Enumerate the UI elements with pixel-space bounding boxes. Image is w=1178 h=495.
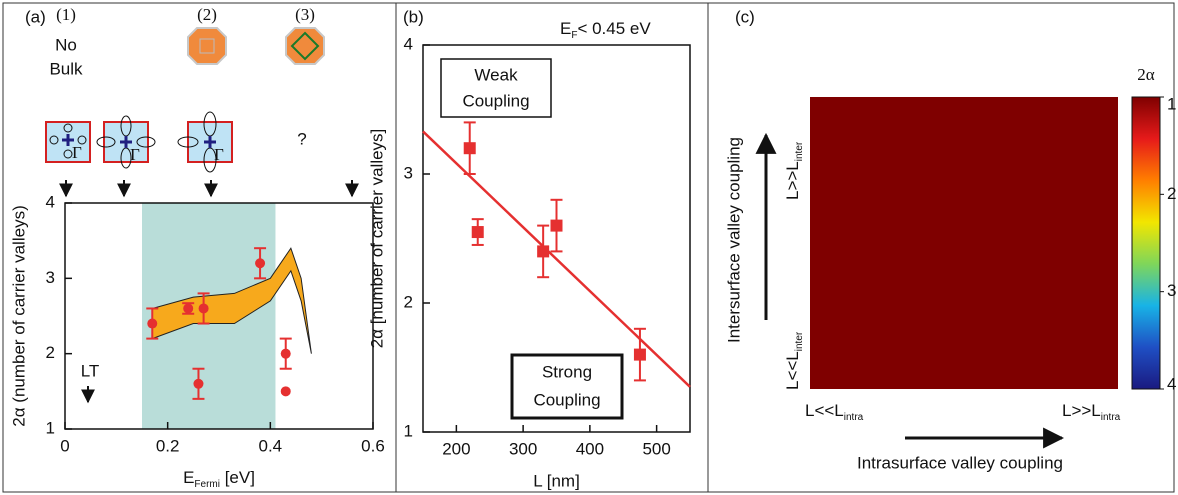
box-text: Coupling (533, 390, 600, 409)
gamma-label: Γ (130, 145, 140, 164)
point (183, 303, 194, 314)
y-axis-label: 2α [number of carrier valleys] (367, 129, 386, 349)
chart-title-part: F (571, 30, 577, 41)
column-label: (2) (197, 5, 217, 24)
text-box (510, 353, 624, 420)
point (280, 348, 291, 359)
point (280, 386, 291, 397)
x-tick-label: 0.2 (156, 436, 180, 455)
fit-line (422, 130, 691, 388)
colorbar-tick-label: 4 (1167, 374, 1176, 393)
colorbar (1131, 96, 1161, 390)
y-edge-label: L>>Linter (783, 141, 804, 200)
point (463, 142, 476, 155)
panel-label: (a) (25, 7, 46, 26)
x-edge-label: L>>Lintra (1062, 401, 1121, 422)
x-tick-label: 300 (509, 439, 537, 458)
x-tick-label: 500 (642, 439, 670, 458)
chart-title-part: < 0.45 eV (577, 19, 651, 38)
x-edge-label-part: L<<L (805, 401, 844, 420)
annotation: Bulk (49, 59, 83, 78)
x-edge-label-part: intra (844, 412, 864, 423)
point (198, 303, 209, 314)
y-edge-label-part: L<<L (783, 351, 802, 390)
point (633, 348, 646, 361)
point (193, 378, 204, 389)
heatmap (810, 97, 1118, 389)
chart-title: EF< 0.45 eV (560, 19, 651, 40)
point (255, 258, 266, 269)
gamma-label: Γ (214, 145, 224, 164)
point (550, 219, 563, 232)
y-axis-label: 2α (number of carrier valleys) (9, 205, 28, 426)
annotation: No (55, 35, 77, 54)
x-edge-label-part: intra (1101, 412, 1121, 423)
column-label: (1) (56, 5, 76, 24)
annotation: ? (297, 129, 306, 148)
box-text: Weak (474, 65, 518, 84)
box-text: Strong (542, 362, 592, 381)
annotation: LT (81, 361, 100, 380)
schematic (45, 27, 359, 404)
y-axis-label: Intersurface valley coupling (724, 137, 743, 343)
x-axis-label-part: [eV] (220, 468, 255, 487)
box-text: Coupling (462, 91, 529, 110)
x-axis-label: Intrasurface valley coupling (857, 453, 1063, 472)
y-tick-label: 2 (404, 292, 413, 311)
colorbar-tick-label: 3 (1167, 281, 1176, 300)
column-label: (3) (295, 5, 315, 24)
x-edge-label-part: L>>L (1062, 401, 1101, 420)
x-tick-label: 0.4 (259, 436, 283, 455)
plot-frame (422, 44, 691, 433)
x-tick-label: 400 (576, 439, 604, 458)
text-box (440, 58, 552, 118)
panel-label: (c) (735, 7, 755, 26)
x-axis-label-part: Fermi (194, 479, 220, 490)
y-tick-label: 1 (46, 418, 55, 437)
y-tick-label: 2 (46, 343, 55, 362)
colorbar-tick-label: 1 (1167, 94, 1176, 113)
x-axis-label: L [nm] (533, 471, 580, 490)
y-tick-label: 4 (404, 34, 413, 53)
panel-label: (b) (403, 7, 424, 26)
y-edge-label-part: inter (794, 331, 805, 351)
y-tick-label: 3 (46, 268, 55, 287)
x-tick-label: 0 (60, 436, 69, 455)
y-tick-label: 3 (404, 163, 413, 182)
y-tick-label: 1 (404, 421, 413, 440)
colorbar-label: 2α (1137, 65, 1155, 84)
y-edge-label-part: inter (794, 141, 805, 161)
plot-frame (64, 202, 374, 430)
x-tick-label: 0.6 (361, 436, 385, 455)
point (471, 226, 484, 239)
colorbar-tick-label: 2 (1167, 184, 1176, 203)
y-edge-label-part: L>>L (783, 161, 802, 200)
y-tick-label: 4 (46, 192, 55, 211)
x-axis-label-part: E (183, 468, 194, 487)
axis-arrow (755, 132, 1065, 449)
x-tick-label: 200 (442, 439, 470, 458)
point (537, 245, 550, 258)
point (147, 318, 158, 329)
x-edge-label: L<<Lintra (805, 401, 864, 422)
x-axis-label: EFermi [eV] (183, 468, 255, 489)
y-edge-label: L<<Linter (783, 331, 804, 390)
gamma-label: Γ (72, 143, 82, 162)
chart-title-part: E (560, 19, 571, 38)
